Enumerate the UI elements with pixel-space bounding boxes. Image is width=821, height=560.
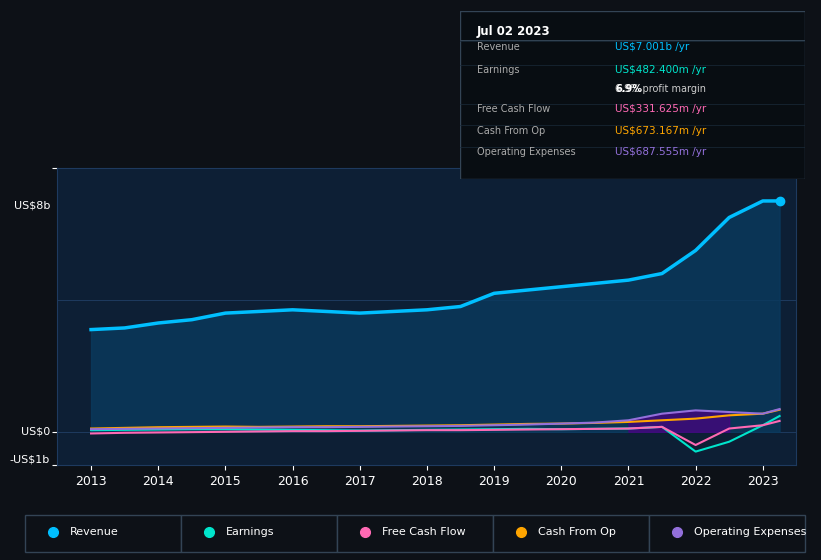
Text: Jul 02 2023: Jul 02 2023 [477,25,551,38]
Text: Operating Expenses: Operating Expenses [694,527,806,537]
Text: 6.9% profit margin: 6.9% profit margin [615,83,706,94]
Text: US$482.400m /yr: US$482.400m /yr [615,65,706,75]
Text: US$673.167m /yr: US$673.167m /yr [615,125,706,136]
Text: Cash From Op: Cash From Op [477,125,545,136]
Text: Free Cash Flow: Free Cash Flow [477,104,550,114]
Text: -US$1b: -US$1b [10,455,50,465]
Text: Cash From Op: Cash From Op [538,527,616,537]
Text: US$7.001b /yr: US$7.001b /yr [615,41,689,52]
FancyBboxPatch shape [460,11,805,179]
Text: 6.9%: 6.9% [615,83,642,94]
FancyBboxPatch shape [649,515,805,552]
Text: US$8b: US$8b [14,201,50,211]
Text: Operating Expenses: Operating Expenses [477,147,576,157]
Text: Free Cash Flow: Free Cash Flow [382,527,466,537]
Text: US$687.555m /yr: US$687.555m /yr [615,147,706,157]
Text: Earnings: Earnings [477,65,520,75]
Text: US$0: US$0 [21,427,50,437]
Text: US$331.625m /yr: US$331.625m /yr [615,104,706,114]
Text: Earnings: Earnings [226,527,274,537]
FancyBboxPatch shape [337,515,493,552]
FancyBboxPatch shape [493,515,649,552]
Text: Revenue: Revenue [477,41,520,52]
Text: Revenue: Revenue [70,527,118,537]
FancyBboxPatch shape [181,515,337,552]
FancyBboxPatch shape [25,515,181,552]
